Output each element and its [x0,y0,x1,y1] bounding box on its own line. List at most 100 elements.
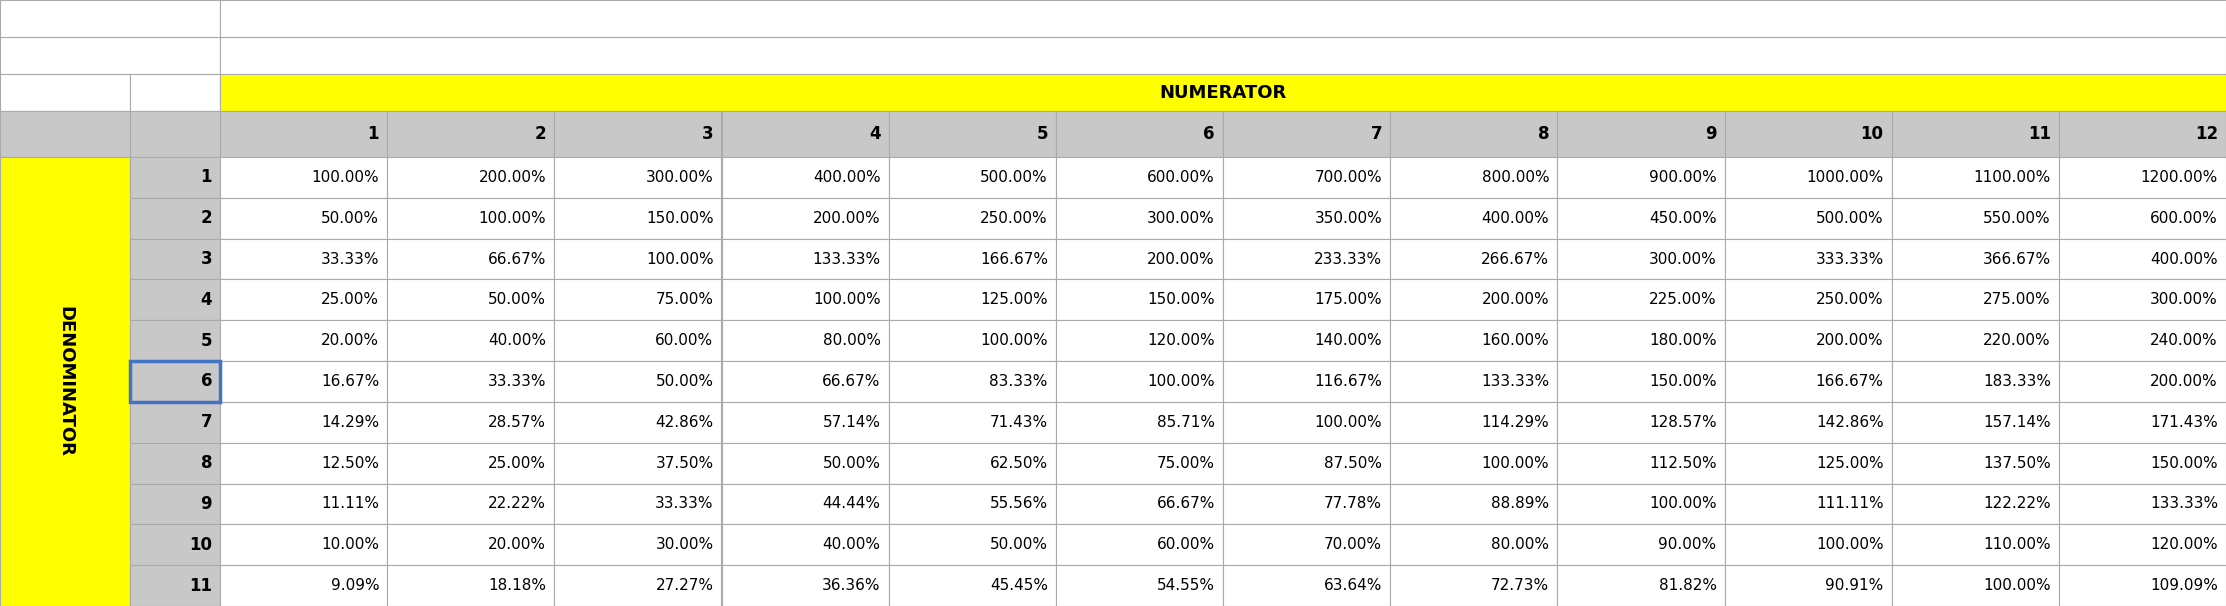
Text: 30.00%: 30.00% [654,538,715,552]
Bar [1055,239,1222,279]
Text: 18.18%: 18.18% [487,578,545,593]
Bar [888,198,1055,239]
Text: 350.00%: 350.00% [1313,211,1382,225]
Text: 1100.00%: 1100.00% [1974,170,2050,185]
Bar [1892,524,2059,565]
Text: 550.00%: 550.00% [1983,211,2050,225]
Text: 250.00%: 250.00% [979,211,1048,225]
Bar [1558,198,1725,239]
Text: 500.00%: 500.00% [979,170,1048,185]
Text: 8: 8 [1538,125,1549,143]
Bar [554,402,721,443]
Bar [1391,484,1558,524]
Bar [1892,111,2059,157]
Text: 128.57%: 128.57% [1649,415,1716,430]
Bar [554,565,721,606]
Text: 63.64%: 63.64% [1324,578,1382,593]
Bar [1055,443,1222,484]
Text: 6: 6 [1204,125,1215,143]
Text: 11: 11 [189,576,211,594]
Text: 75.00%: 75.00% [1158,456,1215,471]
Bar [129,198,220,239]
Text: 100.00%: 100.00% [1146,374,1215,389]
Text: 2: 2 [534,125,545,143]
Bar [220,239,387,279]
Bar [1558,239,1725,279]
Text: 25.00%: 25.00% [321,292,378,307]
Text: 10: 10 [1861,125,1883,143]
Bar [888,321,1055,361]
Text: 81.82%: 81.82% [1658,578,1716,593]
Text: 800.00%: 800.00% [1483,170,1549,185]
Text: 333.33%: 333.33% [1816,251,1883,267]
Bar [1725,279,1892,321]
Bar [220,157,387,198]
Bar [1725,321,1892,361]
Bar [1222,484,1391,524]
Text: 600.00%: 600.00% [1146,170,1215,185]
Bar [220,0,2226,37]
Bar [2059,198,2226,239]
Bar [1055,111,1222,157]
Text: 150.00%: 150.00% [646,211,715,225]
Text: DENOMINATOR: DENOMINATOR [56,306,73,457]
Bar [1222,198,1391,239]
Bar [1725,157,1892,198]
Text: 240.00%: 240.00% [2150,333,2217,348]
Bar [2059,157,2226,198]
Text: 36.36%: 36.36% [821,578,881,593]
Bar [1055,279,1222,321]
Text: 66.67%: 66.67% [821,374,881,389]
Text: 66.67%: 66.67% [1158,496,1215,511]
Text: 85.71%: 85.71% [1158,415,1215,430]
Bar [554,443,721,484]
Bar [1725,198,1892,239]
Text: 1: 1 [200,168,211,187]
Bar [1892,157,2059,198]
Bar [721,402,888,443]
Bar [220,524,387,565]
Text: 250.00%: 250.00% [1816,292,1883,307]
Bar [1391,361,1558,402]
Text: 100.00%: 100.00% [1649,496,1716,511]
Bar [387,198,554,239]
Bar [888,402,1055,443]
Bar [1222,157,1391,198]
Text: 60.00%: 60.00% [1158,538,1215,552]
Bar [2059,565,2226,606]
Text: 72.73%: 72.73% [1491,578,1549,593]
Text: 150.00%: 150.00% [1146,292,1215,307]
Bar [1391,402,1558,443]
Text: 80.00%: 80.00% [1491,538,1549,552]
Bar [129,402,220,443]
Bar [1391,443,1558,484]
Text: 120.00%: 120.00% [1146,333,1215,348]
Bar [387,239,554,279]
Bar [888,484,1055,524]
Text: 8: 8 [200,454,211,472]
Text: 133.33%: 133.33% [1480,374,1549,389]
Bar [1558,157,1725,198]
Bar [220,443,387,484]
Text: 20.00%: 20.00% [487,538,545,552]
Text: 70.00%: 70.00% [1324,538,1382,552]
Text: 125.00%: 125.00% [1816,456,1883,471]
Bar [220,565,387,606]
Bar [387,524,554,565]
Text: 88.89%: 88.89% [1491,496,1549,511]
Text: 1000.00%: 1000.00% [1808,170,1883,185]
Text: 275.00%: 275.00% [1983,292,2050,307]
Bar [1055,157,1222,198]
Text: 37.50%: 37.50% [654,456,715,471]
Bar [2059,443,2226,484]
Bar [721,198,888,239]
Text: 112.50%: 112.50% [1649,456,1716,471]
Bar [1892,361,2059,402]
Text: 225.00%: 225.00% [1649,292,1716,307]
Bar [1892,402,2059,443]
Bar [1725,565,1892,606]
Bar [129,111,220,157]
Text: 10: 10 [189,536,211,554]
Bar [220,484,387,524]
Bar [129,157,220,198]
